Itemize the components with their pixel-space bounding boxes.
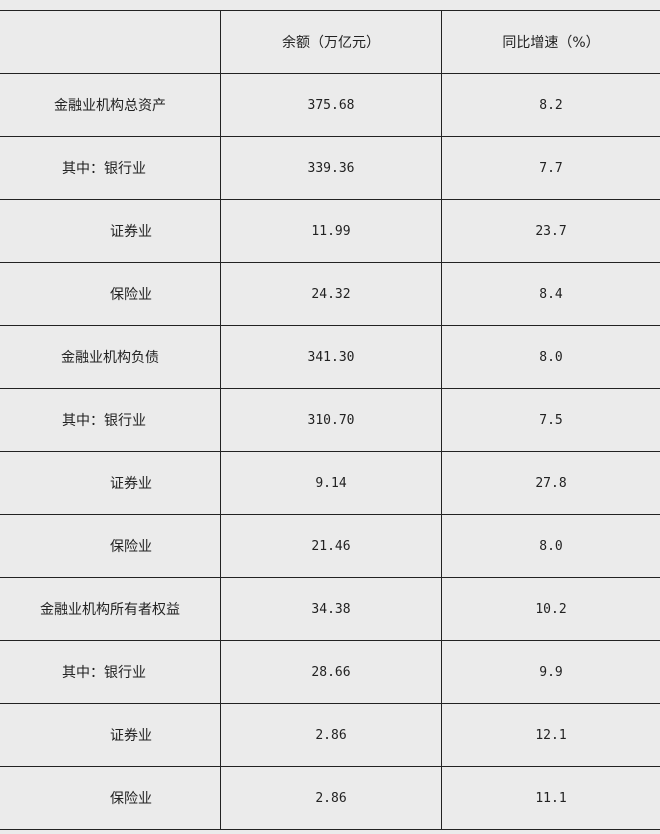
- row-label: 其中：银行业: [0, 136, 221, 200]
- row-growth: 7.7: [441, 136, 660, 200]
- row-growth: 9.9: [441, 640, 660, 704]
- row-label: 证券业: [0, 703, 221, 767]
- row-label: 其中：银行业: [0, 388, 221, 452]
- row-amount: 9.14: [220, 451, 442, 515]
- table-row: 证券业 2.86 12.1: [0, 703, 660, 767]
- row-amount: 28.66: [220, 640, 442, 704]
- row-label: 保险业: [0, 514, 221, 578]
- row-label: 保险业: [0, 262, 221, 326]
- table-row: 保险业 2.86 11.1: [0, 766, 660, 830]
- table-row: 其中：银行业 310.70 7.5: [0, 388, 660, 452]
- row-growth: 8.0: [441, 514, 660, 578]
- row-growth: 23.7: [441, 199, 660, 263]
- row-amount: 339.36: [220, 136, 442, 200]
- row-amount: 11.99: [220, 199, 442, 263]
- row-amount: 375.68: [220, 73, 442, 137]
- header-cell-growth: 同比增速（%）: [441, 10, 660, 74]
- header-row: 余额（万亿元） 同比增速（%）: [0, 10, 660, 74]
- row-amount: 2.86: [220, 703, 442, 767]
- row-amount: 341.30: [220, 325, 442, 389]
- table-row: 其中：银行业 339.36 7.7: [0, 136, 660, 200]
- row-amount: 21.46: [220, 514, 442, 578]
- row-amount: 2.86: [220, 766, 442, 830]
- row-growth: 12.1: [441, 703, 660, 767]
- header-cell-amount: 余额（万亿元）: [220, 10, 442, 74]
- row-label: 保险业: [0, 766, 221, 830]
- row-growth: 27.8: [441, 451, 660, 515]
- row-amount: 24.32: [220, 262, 442, 326]
- table-row: 金融业机构所有者权益 34.38 10.2: [0, 577, 660, 641]
- row-amount: 34.38: [220, 577, 442, 641]
- row-label: 金融业机构所有者权益: [0, 577, 221, 641]
- row-label: 金融业机构总资产: [0, 73, 221, 137]
- table-row: 保险业 21.46 8.0: [0, 514, 660, 578]
- table-row: 其中：银行业 28.66 9.9: [0, 640, 660, 704]
- table-row: 证券业 9.14 27.8: [0, 451, 660, 515]
- row-growth: 11.1: [441, 766, 660, 830]
- row-growth: 10.2: [441, 577, 660, 641]
- row-label: 证券业: [0, 451, 221, 515]
- financial-institutions-table: 余额（万亿元） 同比增速（%） 金融业机构总资产 375.68 8.2 其中：银行业 3…: [0, 10, 660, 830]
- row-growth: 7.5: [441, 388, 660, 452]
- row-label: 证券业: [0, 199, 221, 263]
- row-growth: 8.4: [441, 262, 660, 326]
- table-row: 金融业机构总资产 375.68 8.2: [0, 73, 660, 137]
- row-growth: 8.2: [441, 73, 660, 137]
- table-row: 证券业 11.99 23.7: [0, 199, 660, 263]
- row-label: 金融业机构负债: [0, 325, 221, 389]
- row-label: 其中：银行业: [0, 640, 221, 704]
- table-row: 金融业机构负债 341.30 8.0: [0, 325, 660, 389]
- table-row: 保险业 24.32 8.4: [0, 262, 660, 326]
- row-amount: 310.70: [220, 388, 442, 452]
- row-growth: 8.0: [441, 325, 660, 389]
- header-cell-empty: [0, 10, 221, 74]
